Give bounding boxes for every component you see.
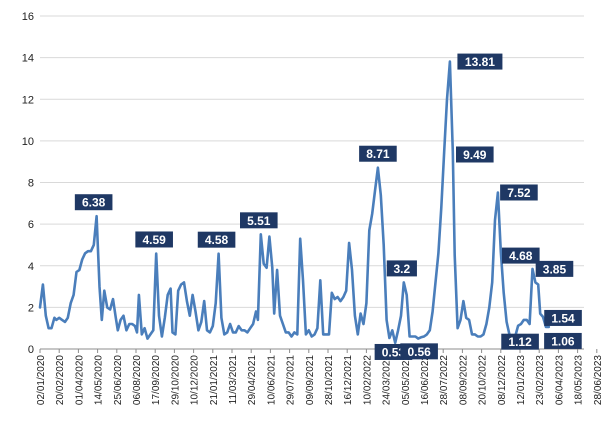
data-label: 8.71 — [366, 147, 390, 161]
x-tick-label: 16/12/2021 — [343, 355, 354, 405]
data-callout-box — [456, 146, 494, 163]
x-tick-label: 10/02/2022 — [362, 355, 373, 405]
x-tick-label: 14/05/2020 — [94, 355, 105, 405]
x-tick-label: 05/05/2022 — [401, 355, 412, 405]
series-line — [38, 60, 551, 345]
data-callout-box — [74, 194, 113, 211]
data-callout: 1.12 — [501, 333, 539, 350]
x-tick-label: 25/06/2020 — [113, 355, 124, 405]
data-callout: 8.71 — [359, 145, 397, 162]
x-tick-label: 08/09/2022 — [458, 355, 469, 405]
y-tick-label: 8 — [28, 178, 34, 190]
data-callout-box — [544, 332, 582, 349]
data-callout-box — [386, 260, 417, 277]
y-tick-label: 14 — [22, 53, 34, 65]
x-tick-label: 10/06/2021 — [266, 355, 277, 405]
x-tick-label: 20/02/2020 — [55, 355, 66, 405]
data-label: 1.54 — [551, 311, 575, 325]
data-callout-box — [501, 333, 539, 350]
x-tick-label: 16/06/2022 — [420, 355, 431, 405]
data-callout-box — [359, 145, 397, 162]
data-label: 0.56 — [407, 345, 431, 359]
data-label: 4.59 — [142, 233, 166, 247]
data-callout: 9.49 — [456, 146, 494, 163]
x-tick-label: 09/09/2021 — [305, 355, 316, 405]
x-tick-label: 20/10/2022 — [478, 355, 489, 405]
data-label: 5.51 — [247, 214, 271, 228]
x-tick-label: 28/06/2023 — [593, 355, 604, 405]
data-label: 4.58 — [205, 233, 229, 247]
y-tick-label: 16 — [22, 11, 34, 23]
data-callout-box — [502, 247, 540, 264]
x-tick-label: 29/10/2020 — [170, 355, 181, 405]
x-tick-label: 24/03/2022 — [382, 355, 393, 405]
data-callout: 4.58 — [197, 231, 236, 248]
x-tick-label: 21/01/2021 — [209, 355, 220, 405]
data-callout: 3.85 — [535, 260, 574, 277]
x-tick-label: 17/09/2020 — [151, 355, 162, 405]
x-tick-label: 02/01/2020 — [36, 355, 47, 405]
data-label: 7.52 — [507, 186, 531, 200]
data-label: 4.68 — [509, 249, 533, 263]
data-label: 0.53 — [382, 345, 406, 359]
data-label: 13.81 — [465, 55, 495, 69]
gridlines — [40, 15, 584, 350]
x-tick-label: 12/01/2023 — [516, 355, 527, 405]
data-callout: 1.06 — [544, 332, 582, 349]
x-tick-label: 29/07/2021 — [286, 355, 297, 405]
x-axis: 02/01/2020 20/02/2020 01/04/2020 14/05/2020… — [36, 349, 604, 405]
data-label: 3.85 — [543, 262, 567, 276]
x-tick-label: 06/04/2023 — [554, 355, 565, 405]
data-callout: 5.51 — [240, 212, 278, 229]
data-label: 6.38 — [82, 196, 106, 210]
y-tick-label: 6 — [28, 219, 34, 231]
data-label: 1.06 — [551, 334, 575, 348]
data-callout-box — [535, 260, 574, 277]
y-tick-label: 2 — [28, 302, 34, 314]
y-tick-label: 4 — [28, 261, 34, 273]
x-tick-label: 06/08/2020 — [132, 355, 143, 405]
x-tick-label: 08/12/2022 — [497, 355, 508, 405]
y-tick-label: 12 — [22, 94, 34, 106]
x-tick-label: 28/07/2022 — [439, 355, 450, 405]
data-label: 1.12 — [508, 335, 532, 349]
data-callout-box — [544, 309, 582, 326]
data-callout-box — [197, 231, 236, 248]
data-callout: 1.54 — [544, 309, 582, 326]
data-callout: 13.81 — [457, 53, 503, 70]
data-label: 9.49 — [463, 148, 487, 162]
data-callout: 4.59 — [135, 231, 173, 248]
data-callout: 0.56 — [400, 343, 438, 360]
x-tick-label: 18/05/2023 — [574, 355, 585, 405]
x-tick-label: 10/12/2020 — [190, 355, 201, 405]
data-callout: 4.68 — [502, 247, 540, 264]
x-tick-label: 11/03/2021 — [228, 355, 239, 405]
x-tick-label: 01/04/2020 — [74, 355, 85, 405]
series-layer — [38, 60, 551, 345]
data-callout-box — [240, 212, 278, 229]
data-callout: 6.38 — [74, 194, 113, 211]
x-tick-label: 28/10/2021 — [324, 355, 335, 405]
y-tick-label: 0 — [28, 344, 34, 356]
data-callout-box — [400, 343, 438, 360]
data-callout-box — [500, 184, 538, 201]
data-callout: 7.52 — [500, 184, 538, 201]
data-label: 3.2 — [393, 262, 410, 276]
x-tick-label: 29/04/2021 — [247, 355, 258, 405]
y-tick-label: 10 — [22, 136, 34, 148]
data-callout-box — [135, 231, 173, 248]
data-callout-box — [457, 53, 503, 70]
x-tick-label: 23/02/2023 — [535, 355, 546, 405]
data-callouts: 6.38 4.59 4.58 5.51 8.71 0.53 3.2 0.56 13.81 9.49… — [74, 53, 582, 360]
y-axis-ticks: 0 2 4 6 8 10 12 14 16 — [22, 11, 34, 356]
data-callout: 3.2 — [386, 260, 417, 277]
